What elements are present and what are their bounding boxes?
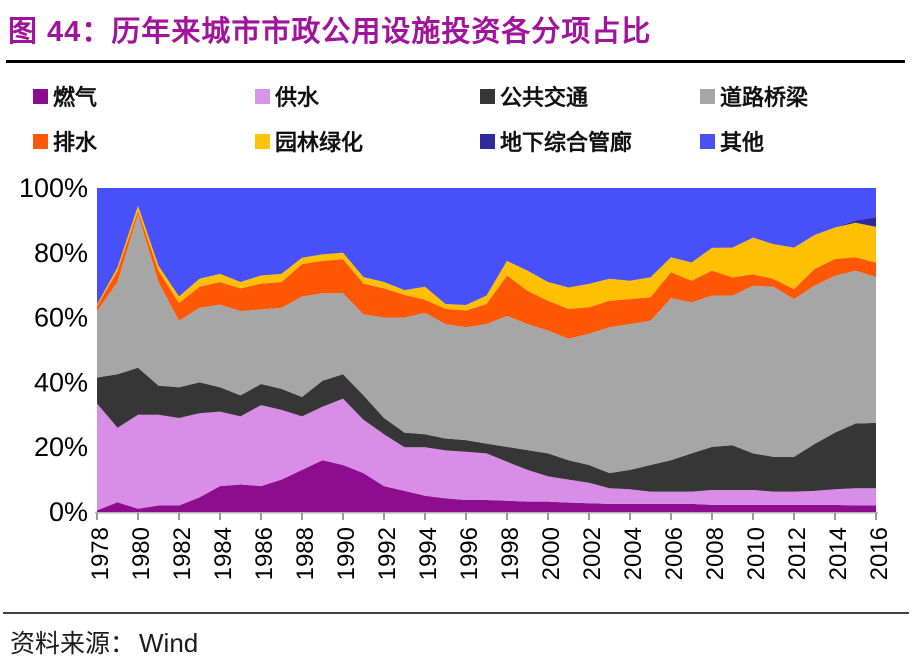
- x-tick-label: 1998: [497, 527, 524, 580]
- y-axis: 0% 20% 40% 60% 80% 100%: [19, 173, 88, 527]
- x-tick-label: 2004: [620, 527, 647, 580]
- page-title: 图 44：历年来城市市政公用设施投资各分项占比: [8, 16, 652, 48]
- gas-swatch-icon: [33, 88, 48, 104]
- x-tick-label: 1980: [128, 527, 155, 580]
- legend-item-utility-tunnel: 地下综合管廊: [480, 125, 700, 157]
- chart-series-areas: [97, 188, 876, 512]
- x-tick-label: 1992: [374, 527, 401, 580]
- other-swatch-icon: [700, 133, 715, 149]
- area-drainage: [97, 210, 876, 339]
- area-roads-bridges: [97, 213, 876, 474]
- x-tick-label: 1988: [292, 527, 319, 580]
- legend-item-roads-bridges: 道路桥梁: [700, 80, 899, 112]
- x-tick-label: 2012: [784, 527, 811, 580]
- legend-item-public-transport: 公共交通: [480, 80, 700, 112]
- drainage-swatch-icon: [33, 133, 48, 149]
- y-tick-label: 60%: [34, 303, 88, 333]
- legend-label: 道路桥梁: [720, 85, 809, 110]
- legend-label: 园林绿化: [275, 130, 364, 155]
- roads-bridges-swatch-icon: [700, 88, 715, 104]
- legend-item-water-supply: 供水: [255, 80, 480, 112]
- area-water-supply: [97, 398, 876, 511]
- legend-item-gas: 燃气: [33, 80, 255, 112]
- utility-tunnel-swatch-icon: [480, 133, 495, 149]
- x-tick-label: 2002: [579, 527, 606, 580]
- x-tick-label: 2006: [661, 527, 688, 580]
- source-note: 资料来源： Wind: [10, 624, 198, 660]
- source-label: 资料来源：: [10, 629, 136, 658]
- area-other: [97, 188, 876, 305]
- legend-label: 地下综合管廊: [500, 130, 633, 155]
- x-tick-label: 1984: [210, 527, 237, 580]
- legend-label: 其他: [720, 130, 765, 155]
- chart-legend: 燃气 供水 公共交通 道路桥梁 排水 园林绿化 地下综合管廊 其他: [33, 80, 899, 157]
- x-tick-label: 2014: [825, 527, 852, 580]
- y-tick-label: 80%: [34, 238, 88, 268]
- y-tick-label: 20%: [34, 432, 88, 462]
- x-tick-label: 1978: [87, 527, 114, 580]
- legend-item-drainage: 排水: [33, 125, 255, 157]
- stacked-area-chart: 1978 1980 1982 1984 1986 1988 1990 1992 1994 1996…: [19, 173, 893, 580]
- x-tick-label: 2000: [538, 527, 565, 580]
- legend-item-landscaping: 园林绿化: [255, 125, 480, 157]
- public-transport-swatch-icon: [480, 88, 495, 104]
- footer-divider: [3, 612, 909, 614]
- chart-area: 1978 1980 1982 1984 1986 1988 1990 1992 1994 1996…: [0, 166, 912, 616]
- legend-label: 燃气: [53, 85, 98, 110]
- legend-label: 供水: [275, 85, 320, 110]
- area-landscaping: [97, 205, 876, 311]
- source-value: Wind: [139, 628, 199, 658]
- title-divider: [6, 60, 905, 63]
- x-tick-label: 1986: [251, 527, 278, 580]
- x-tick-label: 2016: [866, 527, 893, 580]
- x-axis: 1978 1980 1982 1984 1986 1988 1990 1992 1994 1996…: [87, 512, 893, 580]
- y-tick-label: 0%: [49, 497, 88, 527]
- y-tick-label: 100%: [19, 173, 88, 203]
- x-tick-label: 1990: [333, 527, 360, 580]
- x-tick-label: 2008: [702, 527, 729, 580]
- area-gas: [97, 460, 876, 512]
- area-public-transport: [97, 367, 876, 492]
- landscaping-swatch-icon: [255, 133, 270, 149]
- x-tick-label: 2010: [743, 527, 770, 580]
- legend-label: 公共交通: [500, 85, 589, 110]
- water-supply-swatch-icon: [255, 88, 270, 104]
- y-tick-label: 40%: [34, 367, 88, 397]
- x-tick-label: 1996: [456, 527, 483, 580]
- x-tick-label: 1994: [415, 527, 442, 580]
- x-tick-label: 1982: [169, 527, 196, 580]
- legend-label: 排水: [53, 130, 98, 155]
- legend-item-other: 其他: [700, 125, 899, 157]
